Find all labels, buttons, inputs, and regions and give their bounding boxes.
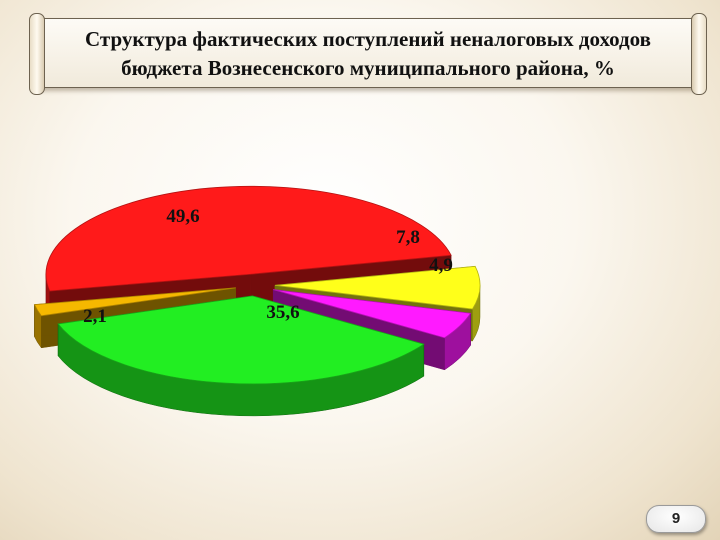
pie-slice-1 bbox=[274, 265, 481, 310]
slide-title-line-2: бюджета Вознесенского муниципального рай… bbox=[121, 56, 615, 80]
pie-slice-0 bbox=[45, 185, 452, 292]
scroll-curl-left bbox=[29, 13, 45, 95]
pie-slice-2 bbox=[273, 289, 472, 339]
data-label-4: 2,1 bbox=[83, 306, 107, 327]
data-label-1: 7,8 bbox=[396, 227, 420, 248]
pie-slice-4 bbox=[33, 287, 236, 317]
data-label-2: 4,9 bbox=[429, 255, 453, 276]
pie-slice-3 bbox=[57, 295, 425, 385]
page-number: 9 bbox=[646, 505, 706, 533]
slide-title-line-1: Структура фактических поступлений ненало… bbox=[85, 27, 651, 51]
scroll-curl-right bbox=[691, 13, 707, 95]
pie-tops bbox=[33, 185, 481, 385]
title-banner: Структура фактических поступлений ненало… bbox=[29, 13, 707, 95]
data-label-0: 49,6 bbox=[166, 206, 199, 227]
data-label-3: 35,6 bbox=[266, 302, 299, 323]
